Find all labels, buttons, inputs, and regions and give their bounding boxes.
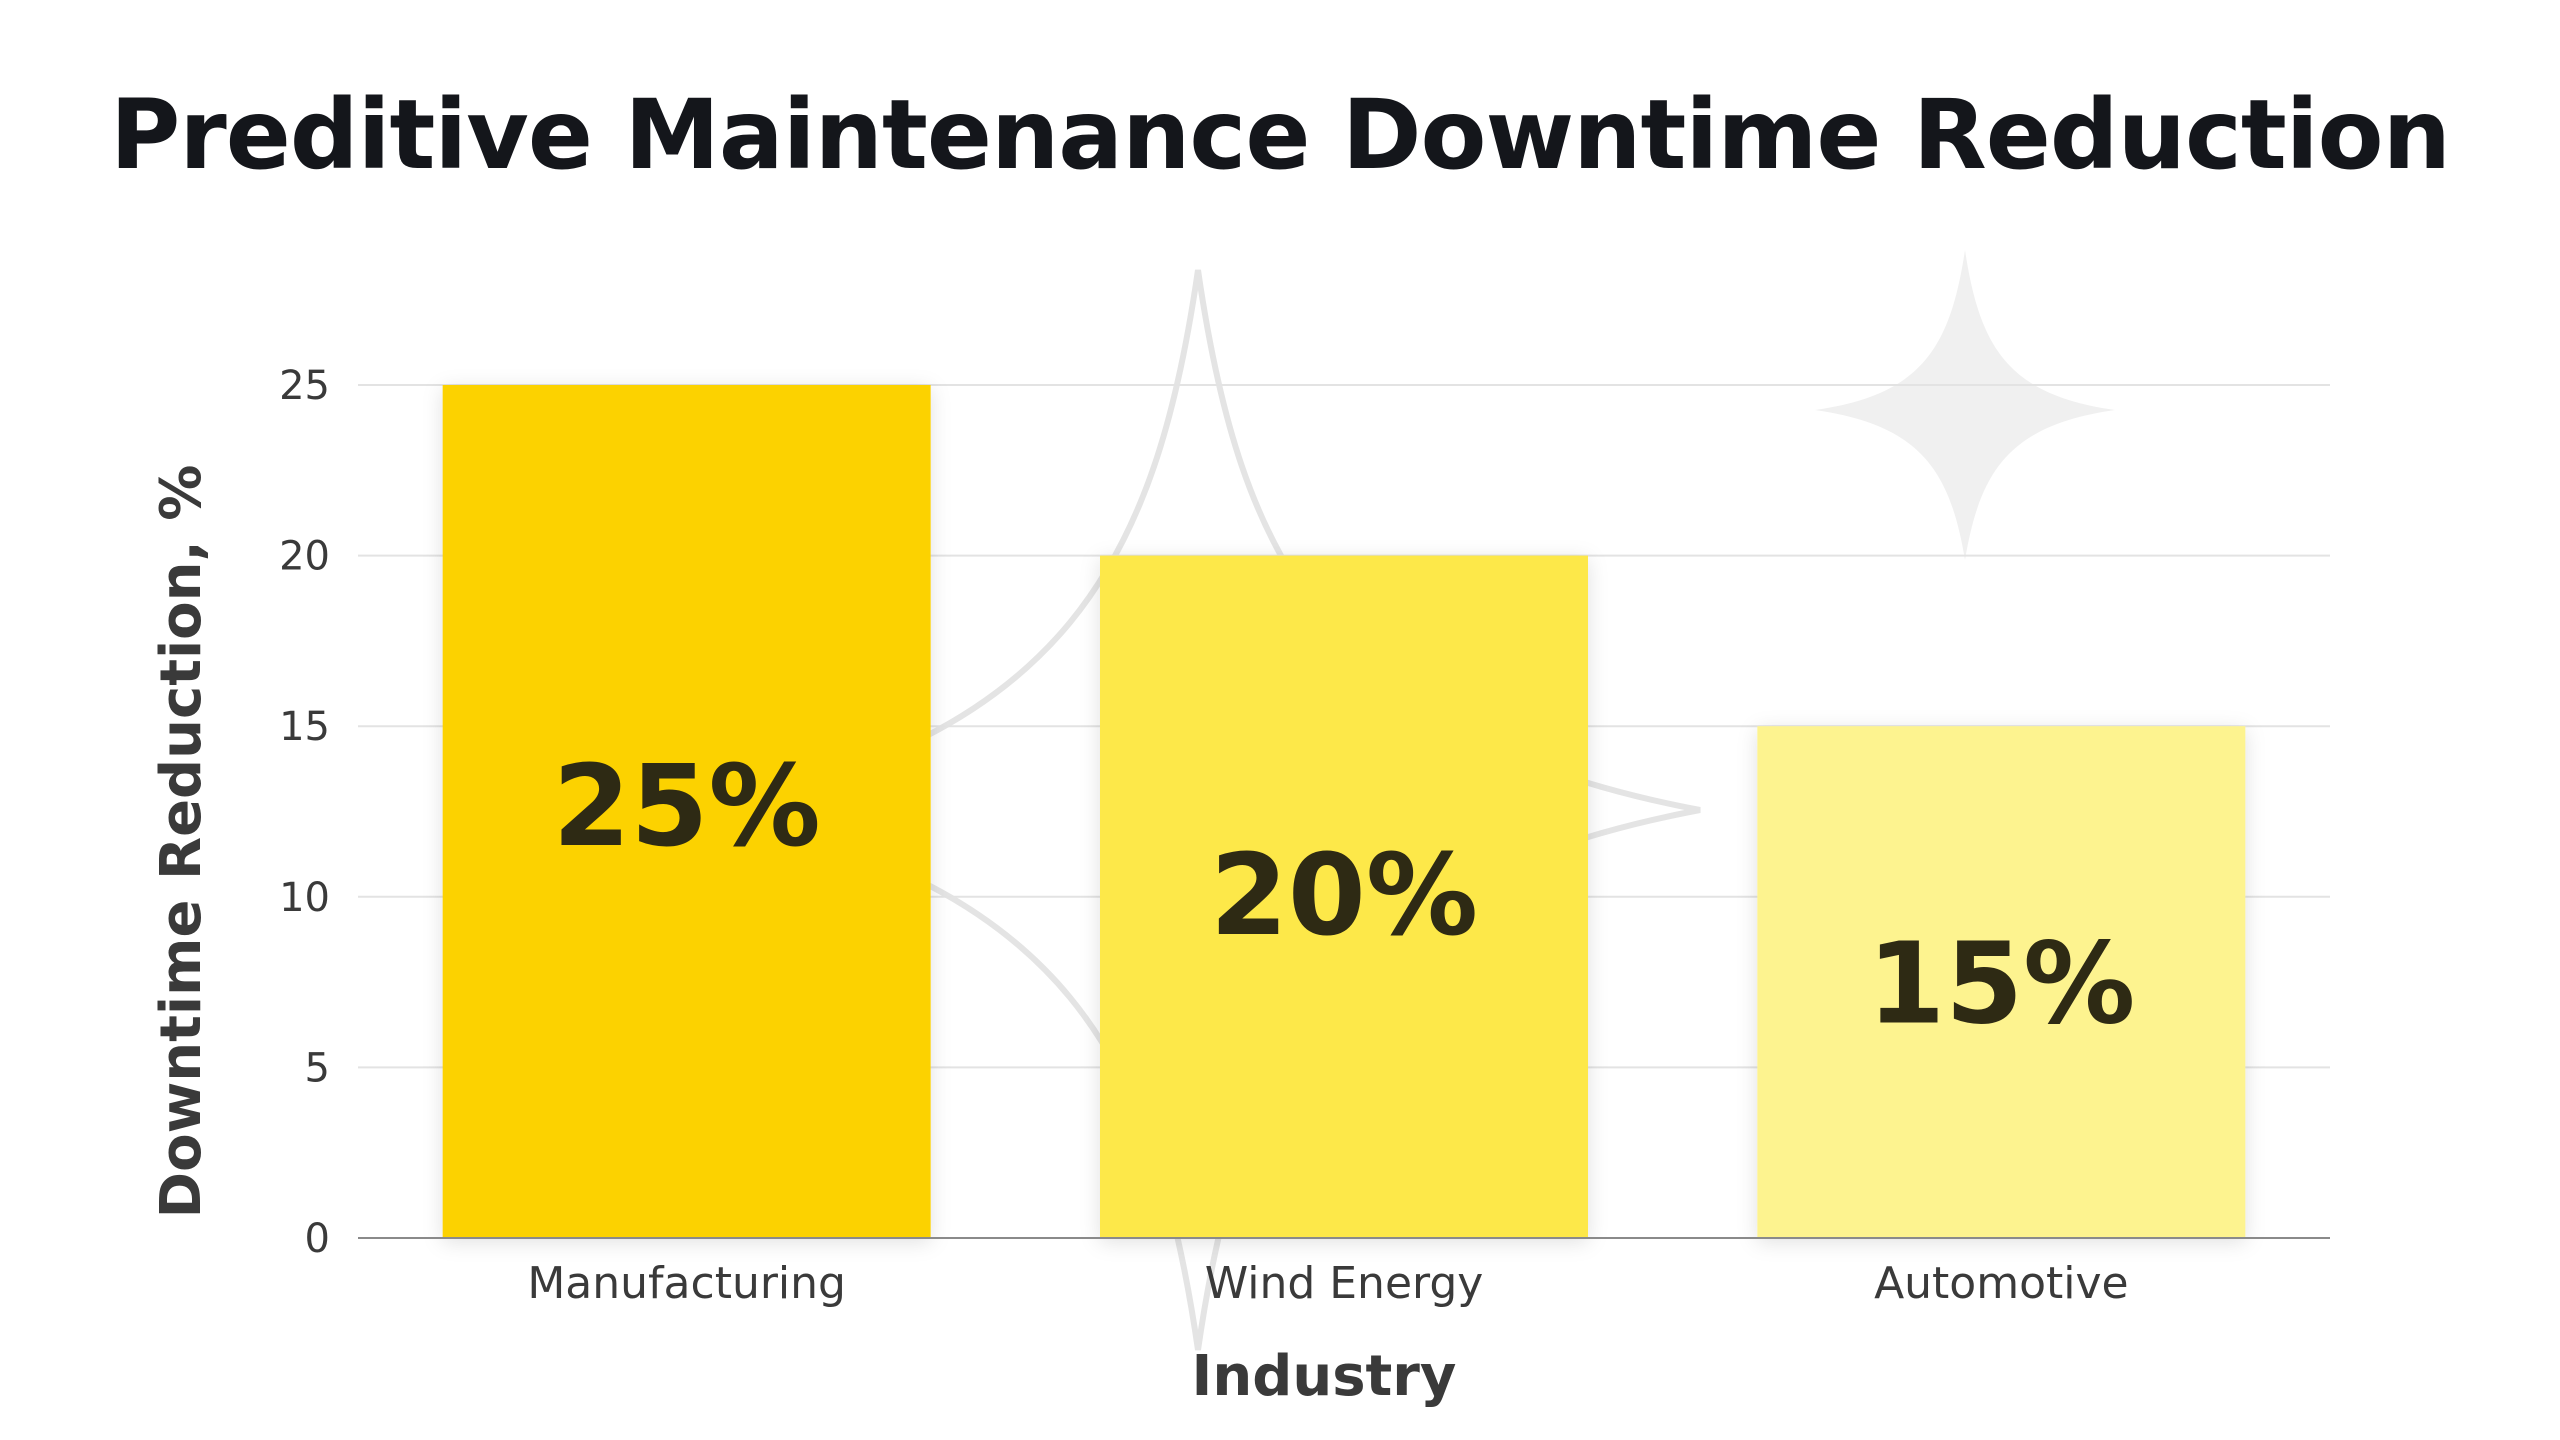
bar-automotive [1757, 726, 2246, 1238]
bars: 25% 20% 15% [442, 385, 2246, 1238]
small-sparkle-icon [1815, 250, 2115, 560]
chart-title: Preditive Maintenance Downtime Reduction [110, 79, 2451, 191]
y-tick-label: 5 [305, 1045, 330, 1091]
x-tick-label: Automotive [1874, 1258, 2129, 1309]
y-tick-label: 0 [305, 1216, 330, 1262]
x-tick-label: Manufacturing [527, 1258, 846, 1309]
x-tick-label: Wind Energy [1205, 1258, 1484, 1309]
y-tick-label: 10 [279, 875, 330, 921]
bar-data-label: 15% [1867, 920, 2135, 1050]
y-axis-ticks: 0 5 10 15 20 25 [279, 363, 330, 1262]
bar-data-label: 25% [553, 742, 821, 872]
bar-manufacturing [442, 385, 931, 1238]
y-axis-label: Downtime Reduction, % [149, 465, 214, 1219]
x-axis-ticks: Manufacturing Wind Energy Automotive [527, 1258, 2128, 1309]
y-tick-label: 15 [279, 704, 330, 750]
y-tick-label: 25 [279, 363, 330, 409]
x-axis-label: Industry [1192, 1344, 1457, 1409]
bar-data-label: 20% [1210, 831, 1478, 961]
y-tick-label: 20 [279, 534, 330, 580]
bar-wind-energy [1100, 555, 1588, 1238]
